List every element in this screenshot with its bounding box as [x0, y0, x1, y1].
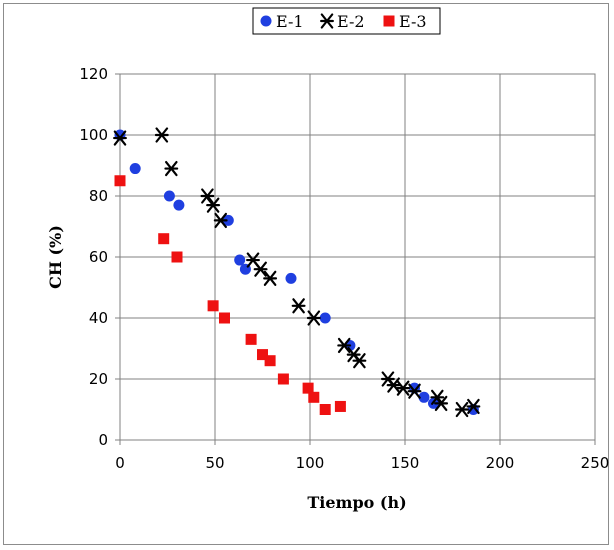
data-point-E-2: [466, 398, 481, 415]
chart-frame: [3, 3, 609, 545]
x-tick-label: 100: [296, 454, 325, 472]
points-layer: [113, 127, 481, 418]
y-tick-label: 100: [79, 126, 108, 144]
x-tick-label: 200: [486, 454, 515, 472]
data-point-E-2: [396, 380, 411, 396]
data-point-E-2: [263, 270, 278, 286]
data-point-E-2: [154, 127, 169, 143]
legend-label: E-1: [276, 12, 304, 31]
y-axis-title: CH (%): [46, 225, 65, 289]
data-point-E-2: [455, 401, 469, 418]
legend-box: [252, 7, 441, 35]
data-point-E-2: [291, 298, 306, 314]
data-point-E-2: [306, 310, 321, 326]
data-point-E-2: [253, 261, 268, 277]
data-point-E-2: [206, 197, 221, 213]
legend-marker-E-3: [383, 15, 395, 27]
data-point-E-2: [434, 395, 449, 411]
x-tick-label: 0: [115, 454, 125, 472]
series-E-3: [114, 175, 346, 415]
data-point-E-2: [213, 212, 228, 228]
x-tick-label: 50: [205, 454, 224, 472]
data-point-E-2: [337, 337, 352, 354]
data-point-E-2: [200, 188, 215, 204]
x-tick-label: 150: [391, 454, 420, 472]
data-point-E-3: [257, 349, 268, 361]
legend-marker-E-1: [260, 15, 272, 27]
data-point-E-3: [334, 400, 346, 412]
data-point-E-2: [386, 377, 401, 393]
data-point-E-3: [219, 312, 230, 324]
y-tick-label: 20: [89, 370, 108, 388]
data-point-E-3: [171, 251, 183, 263]
grid-layer: [120, 74, 595, 440]
legend-label: E-2: [337, 12, 365, 31]
ticks-layer: 0 20 40 60 80 100 120 0 50 100 150 200 250: [79, 65, 609, 472]
data-point-E-2: [164, 160, 179, 177]
data-point-E-3: [245, 333, 257, 345]
x-axis-title: Tiempo (h): [307, 493, 406, 512]
legend-marker-E-2: [320, 13, 334, 29]
data-point-E-1: [285, 272, 297, 284]
y-tick-label: 80: [89, 187, 108, 205]
data-point-E-2: [352, 353, 367, 369]
data-point-E-1: [129, 163, 141, 175]
data-point-E-1: [319, 312, 331, 324]
legend: E-1 E-2 E-3: [252, 7, 441, 35]
y-tick-label: 60: [89, 248, 108, 266]
data-point-E-3: [158, 233, 170, 245]
data-point-E-2: [113, 130, 127, 146]
y-tick-label: 40: [89, 309, 108, 327]
data-point-E-3: [308, 391, 320, 403]
data-point-E-2: [407, 383, 422, 399]
x-tick-label: 250: [581, 454, 610, 472]
legend-items: E-1 E-2 E-3: [260, 12, 427, 31]
data-point-E-1: [234, 254, 246, 266]
data-point-E-1: [418, 391, 430, 403]
y-tick-label: 120: [79, 65, 108, 83]
data-point-E-1: [222, 214, 234, 226]
data-point-E-3: [264, 355, 276, 367]
y-tick-label: 0: [98, 431, 108, 449]
legend-label: E-3: [399, 12, 427, 31]
series-E-2: [113, 127, 481, 418]
data-point-E-3: [114, 175, 126, 187]
data-point-E-3: [319, 404, 331, 415]
data-point-E-1: [173, 199, 185, 211]
data-point-E-3: [277, 373, 289, 385]
data-point-E-1: [163, 190, 175, 202]
data-point-E-3: [302, 382, 314, 394]
data-point-E-3: [207, 300, 219, 312]
